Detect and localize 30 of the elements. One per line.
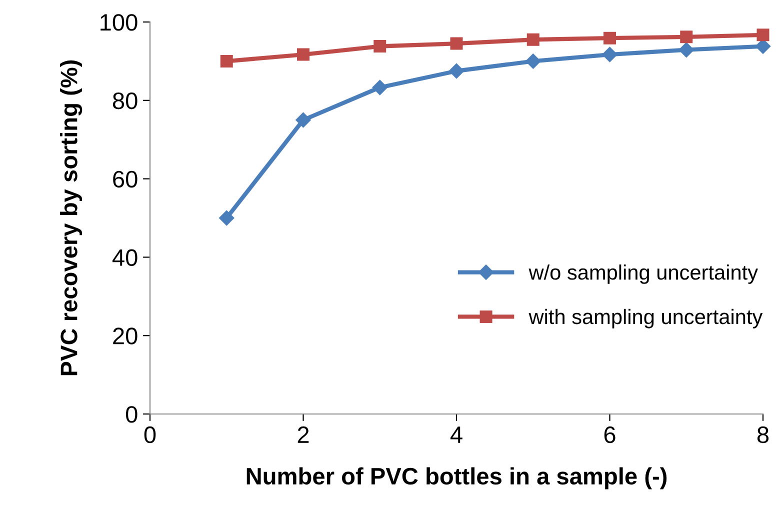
y-tick-label: 40 — [112, 249, 138, 266]
point — [602, 46, 618, 62]
x-tick-label: 0 — [144, 426, 156, 444]
point — [372, 80, 388, 96]
y-tick-label: 0 — [126, 406, 138, 423]
point — [448, 63, 464, 79]
point — [219, 210, 234, 226]
point — [756, 28, 770, 42]
point — [296, 112, 311, 128]
point — [680, 30, 693, 44]
legend-label: with sampling uncertainty — [528, 308, 763, 328]
y-tick-label: 80 — [112, 92, 138, 110]
point — [374, 40, 386, 53]
y-tick-label: 60 — [113, 170, 138, 188]
point — [604, 32, 616, 44]
point — [678, 42, 694, 58]
point — [526, 54, 541, 69]
x-axis-title: Number of PVC bottles in a sample (-) — [246, 467, 667, 490]
y-tick-label: 100 — [100, 14, 138, 31]
legend-label: w/o sampling uncertainty — [528, 264, 758, 284]
point — [220, 54, 233, 68]
y-axis-title: PVC recovery by sorting (%) — [60, 60, 82, 376]
y-tick-label: 20 — [113, 328, 138, 344]
x-tick-label: 2 — [298, 426, 309, 443]
x-tick-label: 8 — [757, 426, 769, 444]
point — [297, 48, 310, 61]
x-tick-label: 6 — [604, 426, 616, 444]
x-tick-label: 4 — [450, 426, 462, 443]
point — [526, 33, 540, 46]
point — [450, 37, 463, 50]
